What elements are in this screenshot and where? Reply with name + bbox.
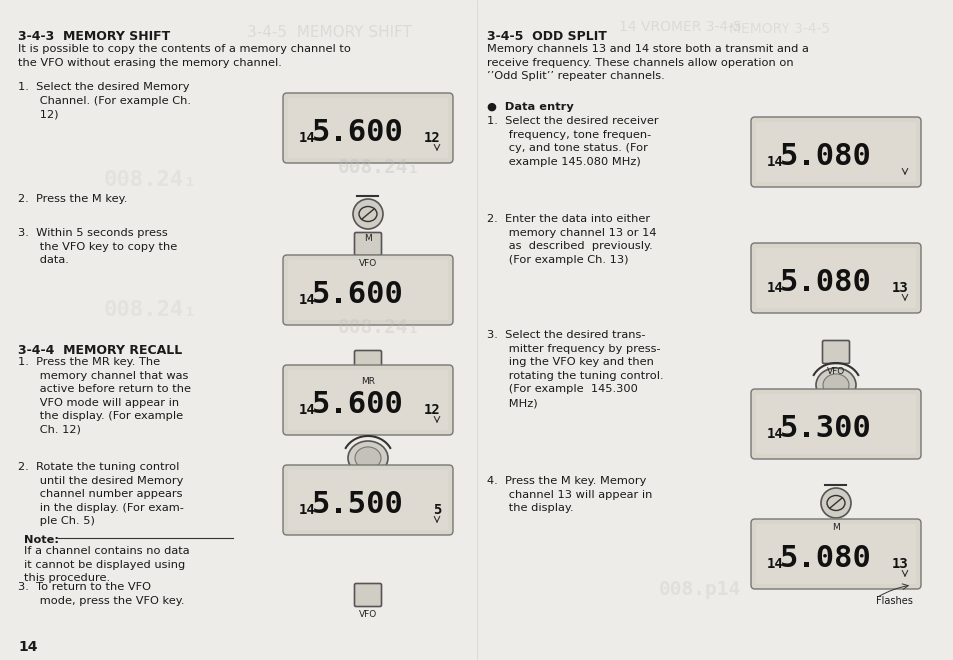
FancyBboxPatch shape xyxy=(283,93,453,163)
Text: 14: 14 xyxy=(766,426,783,441)
Text: 5.500: 5.500 xyxy=(312,490,403,519)
Text: Memory channels 13 and 14 store both a transmit and a
receive frequency. These c: Memory channels 13 and 14 store both a t… xyxy=(486,44,808,81)
FancyBboxPatch shape xyxy=(821,341,848,364)
Circle shape xyxy=(353,199,382,229)
Text: VFO: VFO xyxy=(826,367,844,376)
Text: If a channel contains no data
it cannot be displayed using
this procedure.: If a channel contains no data it cannot … xyxy=(24,546,190,583)
FancyBboxPatch shape xyxy=(283,365,453,435)
FancyBboxPatch shape xyxy=(283,255,453,325)
Text: 14: 14 xyxy=(298,292,315,307)
FancyBboxPatch shape xyxy=(750,117,920,187)
Text: 5.080: 5.080 xyxy=(780,544,871,573)
Text: 3.  Within 5 seconds press
      the VFO key to copy the
      data.: 3. Within 5 seconds press the VFO key to… xyxy=(18,228,177,265)
Ellipse shape xyxy=(822,374,848,396)
Text: MR: MR xyxy=(360,377,375,386)
Text: 5: 5 xyxy=(432,503,440,517)
Text: 3.  To return to the VFO
      mode, press the VFO key.: 3. To return to the VFO mode, press the … xyxy=(18,582,184,606)
FancyBboxPatch shape xyxy=(755,394,915,454)
Text: 5.600: 5.600 xyxy=(312,117,403,147)
Text: 008.p14: 008.p14 xyxy=(659,580,740,599)
FancyBboxPatch shape xyxy=(750,519,920,589)
Text: 2.  Rotate the tuning control
      until the desired Memory
      channel numbe: 2. Rotate the tuning control until the d… xyxy=(18,462,184,527)
FancyBboxPatch shape xyxy=(288,370,448,430)
Text: 3-4-4  MEMORY RECALL: 3-4-4 MEMORY RECALL xyxy=(18,344,182,357)
FancyBboxPatch shape xyxy=(355,350,381,374)
Text: M: M xyxy=(364,234,372,243)
FancyBboxPatch shape xyxy=(355,583,381,607)
Text: 008.24₁: 008.24₁ xyxy=(103,300,196,320)
Text: 1.  Press the MR key. The
      memory channel that was
      active before retu: 1. Press the MR key. The memory channel … xyxy=(18,357,191,435)
Text: It is possible to copy the contents of a memory channel to
the VFO without erasi: It is possible to copy the contents of a… xyxy=(18,44,351,67)
FancyBboxPatch shape xyxy=(283,465,453,535)
Text: 3.  Select the desired trans-
      mitter frequency by press-
      ing the VFO: 3. Select the desired trans- mitter freq… xyxy=(486,330,663,408)
Ellipse shape xyxy=(348,441,388,475)
Text: ●  Data entry: ● Data entry xyxy=(486,102,573,112)
Text: 5.300: 5.300 xyxy=(780,414,871,443)
FancyBboxPatch shape xyxy=(355,232,381,255)
Text: 2.  Press the M key.: 2. Press the M key. xyxy=(18,194,128,204)
FancyBboxPatch shape xyxy=(288,260,448,320)
FancyBboxPatch shape xyxy=(750,389,920,459)
Text: VFO: VFO xyxy=(358,259,376,268)
Text: 5.600: 5.600 xyxy=(312,389,403,418)
Text: 5.080: 5.080 xyxy=(780,267,871,296)
FancyBboxPatch shape xyxy=(755,122,915,182)
Text: Flashes: Flashes xyxy=(875,596,912,606)
Text: 13: 13 xyxy=(891,556,908,571)
Circle shape xyxy=(821,488,850,518)
Text: 008.24₁: 008.24₁ xyxy=(337,318,420,337)
Text: Note:: Note: xyxy=(24,535,59,545)
Text: 14: 14 xyxy=(18,640,37,654)
Text: 14: 14 xyxy=(298,131,315,145)
Text: 5.080: 5.080 xyxy=(780,142,871,170)
Text: 14: 14 xyxy=(298,503,315,517)
Text: 1.  Select the desired Memory
      Channel. (For example Ch.
      12): 1. Select the desired Memory Channel. (F… xyxy=(18,82,191,119)
Text: 14: 14 xyxy=(298,403,315,416)
Text: VFO: VFO xyxy=(358,610,376,619)
FancyBboxPatch shape xyxy=(755,248,915,308)
FancyBboxPatch shape xyxy=(288,470,448,530)
Text: 3-4-5  ODD SPLIT: 3-4-5 ODD SPLIT xyxy=(486,30,606,43)
FancyBboxPatch shape xyxy=(750,243,920,313)
Ellipse shape xyxy=(815,368,855,402)
Text: 12: 12 xyxy=(424,131,440,145)
Text: MEMORY 3-4-5: MEMORY 3-4-5 xyxy=(729,22,830,36)
Text: 5.600: 5.600 xyxy=(312,280,403,309)
Text: 2.  Enter the data into either
      memory channel 13 or 14
      as  described: 2. Enter the data into either memory cha… xyxy=(486,214,656,265)
Text: 3-4-5  MEMORY SHIFT: 3-4-5 MEMORY SHIFT xyxy=(247,25,412,40)
Text: 008.24₁: 008.24₁ xyxy=(337,158,420,177)
FancyBboxPatch shape xyxy=(755,524,915,584)
Text: 4.  Press the M key. Memory
      channel 13 will appear in
      the display.: 4. Press the M key. Memory channel 13 wi… xyxy=(486,476,652,513)
FancyBboxPatch shape xyxy=(288,98,448,158)
Text: 1.  Select the desired receiver
      frequency, tone frequen-
      cy, and ton: 1. Select the desired receiver frequency… xyxy=(486,116,658,167)
Text: 12: 12 xyxy=(424,403,440,416)
Ellipse shape xyxy=(355,447,380,469)
Text: 13: 13 xyxy=(891,280,908,294)
Text: 008.24₁: 008.24₁ xyxy=(103,170,196,190)
Text: 14: 14 xyxy=(766,280,783,294)
Text: 3-4-3  MEMORY SHIFT: 3-4-3 MEMORY SHIFT xyxy=(18,30,170,43)
Text: M: M xyxy=(831,523,839,532)
Text: 14: 14 xyxy=(766,154,783,168)
Text: 14 VROMER 3-4-5: 14 VROMER 3-4-5 xyxy=(618,20,740,34)
Text: 14: 14 xyxy=(766,556,783,571)
